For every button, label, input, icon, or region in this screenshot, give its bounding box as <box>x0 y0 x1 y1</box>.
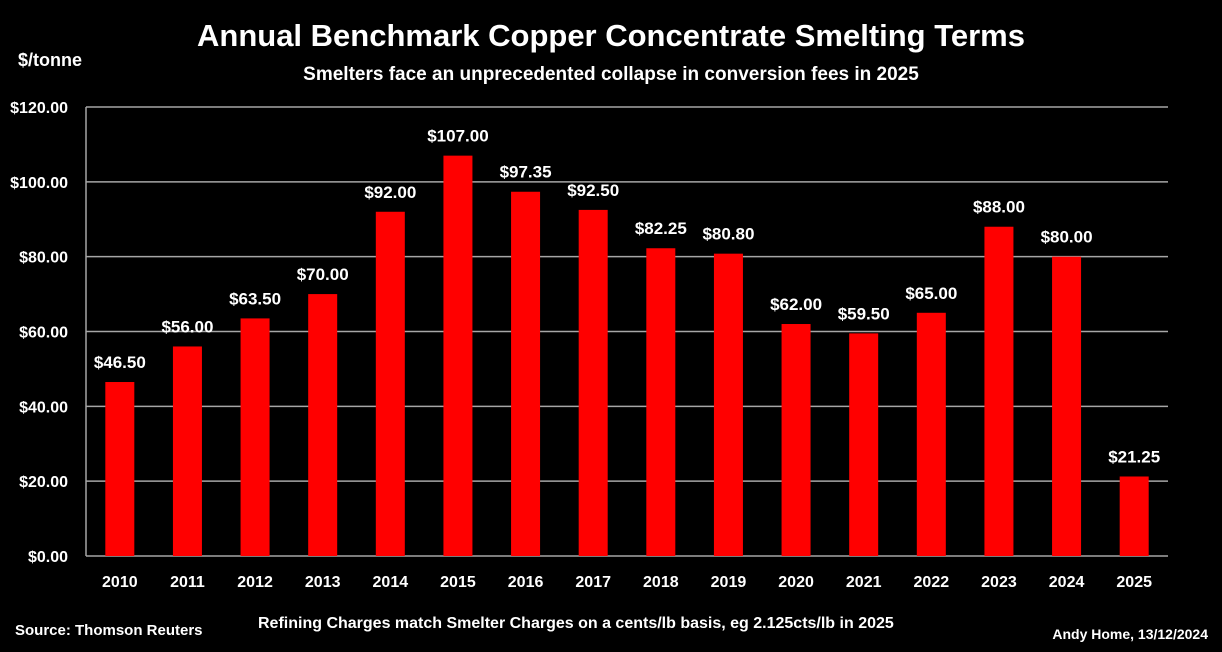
x-tick-label-2025: 2025 <box>1116 574 1152 591</box>
x-tick-label-2021: 2021 <box>846 574 882 591</box>
y-tick-label: $80.00 <box>19 250 68 267</box>
x-tick-label-2010: 2010 <box>102 574 138 591</box>
y-tick-label: $40.00 <box>19 399 68 416</box>
data-label-2019: $80.80 <box>702 225 754 244</box>
x-tick-label-2019: 2019 <box>711 574 747 591</box>
x-tick-label-2013: 2013 <box>305 574 341 591</box>
data-label-2023: $88.00 <box>973 198 1025 217</box>
bar-2021 <box>849 333 879 556</box>
footnote: Refining Charges match Smelter Charges o… <box>258 615 894 632</box>
bars <box>105 155 1149 557</box>
bar-2018 <box>646 248 676 556</box>
bar-2010 <box>105 382 135 556</box>
data-label-2017: $92.50 <box>567 181 619 200</box>
x-tick-label-2015: 2015 <box>440 574 476 591</box>
data-labels: $46.50 $56.00 $63.50 $70.00 $92.00 $107.00 $97… <box>94 127 1160 467</box>
x-tick-label-2016: 2016 <box>508 574 544 591</box>
y-tick-label: $120.00 <box>10 100 68 117</box>
bar-2022 <box>916 312 946 556</box>
x-tick-label-2024: 2024 <box>1049 574 1085 591</box>
data-label-2025: $21.25 <box>1108 447 1160 466</box>
bar-2015 <box>443 155 473 556</box>
x-tick-label-2012: 2012 <box>237 574 273 591</box>
bar-2020 <box>781 324 811 556</box>
source-note: Source: Thomson Reuters <box>15 622 203 639</box>
y-axis-unit-label: $/tonne <box>18 50 83 70</box>
data-label-2015: $107.00 <box>427 127 488 146</box>
y-tick-label: $100.00 <box>10 175 68 192</box>
y-tick-labels: $0.00 $20.00 $40.00 $60.00 $80.00 $100.00 $120… <box>10 100 68 566</box>
data-label-2011: $56.00 <box>161 317 213 336</box>
bar-2023 <box>984 226 1014 556</box>
x-tick-label-2017: 2017 <box>575 574 611 591</box>
x-tick-label-2011: 2011 <box>170 574 205 591</box>
chart-title: Annual Benchmark Copper Concentrate Smel… <box>197 18 1025 53</box>
x-tick-label-2014: 2014 <box>373 574 409 591</box>
bar-2011 <box>172 346 202 556</box>
data-label-2018: $82.25 <box>635 219 687 238</box>
y-tick-label: $20.00 <box>19 474 68 491</box>
x-tick-labels: 2010 2011 2012 2013 2014 2015 2016 2017 2018 2019… <box>102 574 1152 591</box>
bar-2016 <box>511 191 541 556</box>
data-label-2014: $92.00 <box>364 183 416 202</box>
author-credit: Andy Home, 13/12/2024 <box>1052 626 1208 642</box>
bar-2024 <box>1052 256 1082 556</box>
data-label-2016: $97.35 <box>500 163 552 182</box>
y-tick-label: $60.00 <box>19 325 68 342</box>
data-label-2013: $70.00 <box>297 265 349 284</box>
data-label-2012: $63.50 <box>229 289 281 308</box>
bar-2017 <box>578 209 608 557</box>
x-tick-label-2018: 2018 <box>643 574 679 591</box>
chart-subtitle: Smelters face an unprecedented collapse … <box>303 64 919 85</box>
data-label-2010: $46.50 <box>94 353 146 372</box>
bar-2013 <box>308 294 338 556</box>
bar-2014 <box>375 211 405 556</box>
bar-2025 <box>1119 476 1149 556</box>
data-label-2024: $80.00 <box>1041 228 1093 247</box>
data-label-2022: $65.00 <box>905 284 957 303</box>
bar-2012 <box>240 318 270 556</box>
x-tick-label-2020: 2020 <box>778 574 814 591</box>
data-label-2020: $62.00 <box>770 295 822 314</box>
data-label-2021: $59.50 <box>838 304 890 323</box>
x-tick-label-2022: 2022 <box>914 574 950 591</box>
x-tick-label-2023: 2023 <box>981 574 1017 591</box>
bar-2019 <box>713 253 743 556</box>
y-tick-label: $0.00 <box>28 549 68 566</box>
